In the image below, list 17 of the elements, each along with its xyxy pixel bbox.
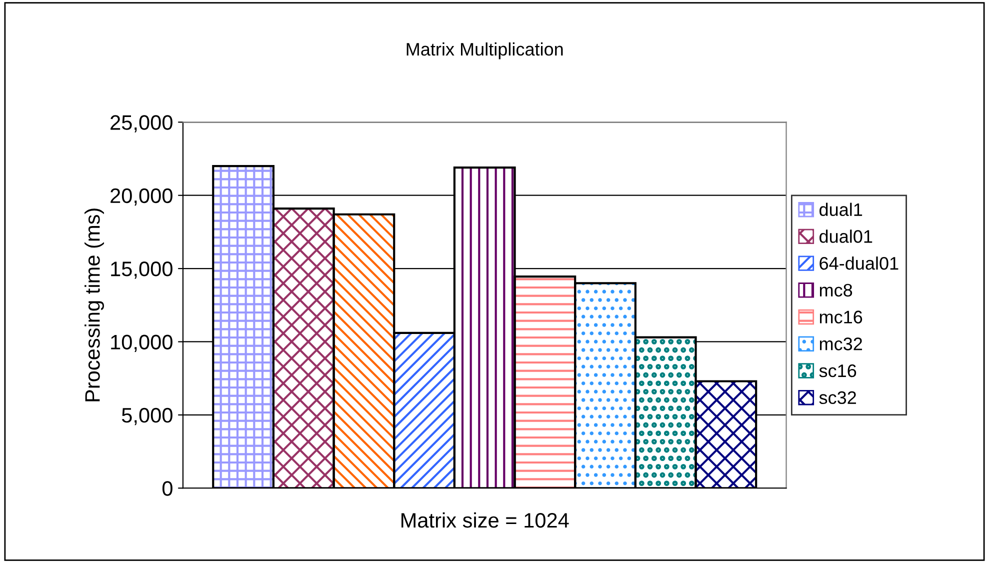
legend-label: mc8 [820,284,852,297]
chart-title: Matrix Multiplication [406,42,563,60]
legend-label: dual01 [820,230,872,243]
y-tick-label: 0 [162,481,172,496]
y-tick-label: 20,000 [110,188,172,206]
legend-label: sc16 [819,364,856,378]
x-axis-title: Matrix size = 1024 [402,512,569,528]
legend-label: sc32 [819,391,856,404]
y-tick-label: 10,000 [111,334,172,352]
legend-label: 64-dual01 [820,256,898,270]
legend-label: mc32 [820,338,862,350]
legend-label: mc16 [820,310,862,324]
y-tick-label: 15,000 [111,262,172,279]
y-axis-title: Processing time (ms) [84,208,104,402]
legend-label: dual1 [820,202,862,216]
y-tick-label: 5,000 [122,408,172,426]
y-tick-label: 25,000 [110,115,172,132]
